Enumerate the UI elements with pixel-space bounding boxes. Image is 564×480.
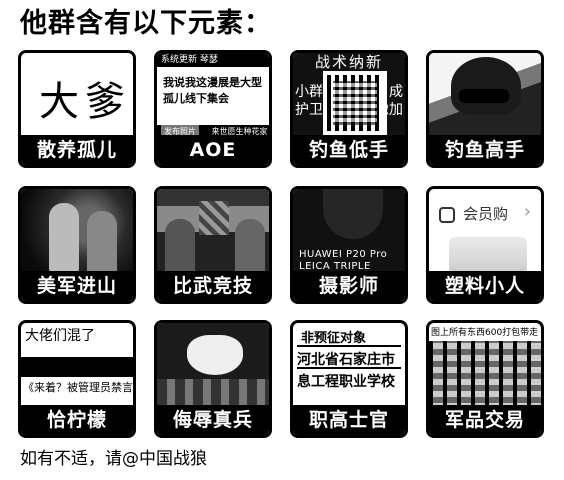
meme-grid: 大爹 散养孤儿 系统更新 琴瑟 我说我这漫展是大型 孤儿线下集会 发布照片 来世…: [18, 50, 546, 440]
tile-fishing-high: 钓鱼高手: [426, 50, 544, 168]
tile-image: 战术纳新 小群 护卫 成 豫加: [293, 53, 405, 139]
tile-label: 侮辱真兵: [157, 405, 269, 435]
tile-photographer: HUAWEI P20 Pro LEICA TRIPLE CAMER 摄影师: [290, 186, 408, 304]
tile-label: 摄影师: [293, 271, 405, 301]
tile-image: 会员购 ›: [429, 189, 541, 275]
listing-caption: 图上所有东西600打包带走: [431, 328, 539, 338]
tile-label: 军品交易: [429, 405, 541, 435]
tile-image: [157, 189, 269, 275]
tile-image: 图上所有东西600打包带走: [429, 323, 541, 409]
app-bar: 系统更新 琴瑟: [157, 53, 269, 67]
tile-aoe: 系统更新 琴瑟 我说我这漫展是大型 孤儿线下集会 发布照片 来世愿生种花家 AO…: [154, 50, 272, 168]
tile-image: 大佬们混了 《来着？被管理员禁言: [21, 323, 133, 409]
tile-label: AOE: [157, 135, 269, 165]
tile-label: 钓鱼高手: [429, 135, 541, 165]
tile-image: 大爹: [21, 53, 133, 139]
tile-image: [157, 323, 269, 409]
doc-rule: [297, 345, 401, 347]
figure-shape: [323, 189, 383, 239]
pixelated-face: [199, 201, 229, 235]
footer-note: 如有不适，请@中国战狼: [20, 449, 207, 469]
gear-items-shape: [429, 341, 541, 409]
tile-image: [429, 53, 541, 139]
chat-line: 大佬们混了: [25, 328, 95, 344]
shopping-bag-icon: [439, 207, 455, 223]
poster-left-text: 小群 护卫: [295, 84, 323, 118]
tile-vocational: 非预征对象 河北省石家庄市 息工程职业学校 职高士官: [290, 320, 408, 438]
tile-label: 钓鱼低手: [293, 135, 405, 165]
page-title: 他群含有以下元素：: [20, 8, 272, 39]
doc-line: 河北省石家庄市: [297, 352, 395, 368]
tile-orphan: 大爹 散养孤儿: [18, 50, 136, 168]
tile-image: 系统更新 琴瑟 我说我这漫展是大型 孤儿线下集会 发布照片 来世愿生种花家: [157, 53, 269, 139]
tile-label: 比武竞技: [157, 271, 269, 301]
doc-line: 息工程职业学校: [297, 374, 395, 390]
tile-fishing-low: 战术纳新 小群 护卫 成 豫加 钓鱼低手: [290, 50, 408, 168]
calligraphy-text: 大爹: [39, 79, 131, 125]
tile-insult-soldier: 侮辱真兵: [154, 320, 272, 438]
tile-competition: 比武竞技: [154, 186, 272, 304]
tile-label: 美军进山: [21, 271, 133, 301]
tile-label: 恰柠檬: [21, 405, 133, 435]
figure-shape: [87, 211, 117, 275]
tile-us-army: 美军进山: [18, 186, 136, 304]
poster-title: 战术纳新: [314, 53, 383, 71]
figure-shape: [165, 219, 195, 275]
chat-divider: [21, 357, 133, 377]
tile-image: 非预征对象 河北省石家庄市 息工程职业学校: [293, 323, 405, 409]
tile-gear-trade: 图上所有东西600打包带走 军品交易: [426, 320, 544, 438]
chevron-right-icon: ›: [523, 201, 531, 222]
post-signature: 来世愿生种花家: [211, 127, 268, 136]
tile-plastic-figures: 会员购 › 塑料小人: [426, 186, 544, 304]
tile-image: HUAWEI P20 Pro LEICA TRIPLE CAMER: [293, 189, 405, 275]
doc-line: 非预征对象: [301, 331, 367, 346]
doc-rule: [297, 367, 401, 369]
qr-code-icon: [323, 71, 387, 135]
visor-shape: [459, 89, 509, 103]
camera-watermark: HUAWEI P20 Pro: [299, 249, 388, 260]
figure-shape: [449, 237, 527, 275]
figure-shape: [49, 203, 79, 273]
face-shape: [187, 335, 243, 375]
post-text: 我说我这漫展是大型 孤儿线下集会: [163, 76, 262, 105]
vip-shop-label: 会员购: [463, 205, 509, 223]
crowd-shape: [157, 379, 269, 409]
chat-line: 《来着？被管理员禁言: [23, 381, 133, 394]
tile-lemon: 大佬们混了 《来着？被管理员禁言 恰柠檬: [18, 320, 136, 438]
tile-label: 塑料小人: [429, 271, 541, 301]
tile-label: 职高士官: [293, 405, 405, 435]
tile-image: [21, 189, 133, 275]
tile-label: 散养孤儿: [21, 135, 133, 165]
figure-shape: [235, 219, 265, 275]
helmet-shape: [451, 57, 521, 115]
